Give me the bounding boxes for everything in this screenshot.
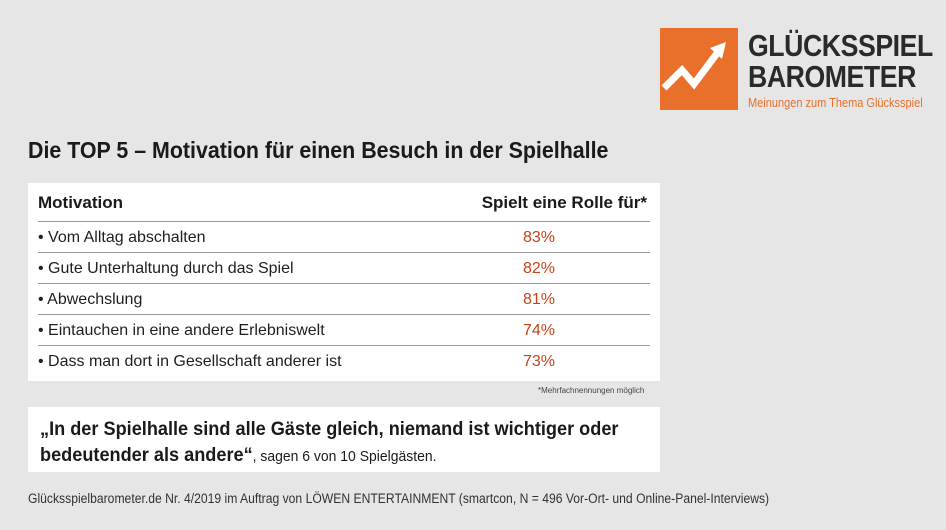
table-row: • Gute Unterhaltung durch das Spiel 82% [38, 252, 650, 284]
logo-wordmark-line1: GLÜCKSSPIEL [748, 28, 933, 63]
quote-line-1: „In der Spielhalle sind alle Gäste gleic… [40, 418, 619, 440]
column-header-role: Spielt eine Rolle für* [481, 193, 647, 212]
column-header-motivation: Motivation [38, 193, 123, 212]
quote-box: „In der Spielhalle sind alle Gäste gleic… [28, 407, 660, 472]
row-value: 81% [523, 291, 556, 308]
quote-emphasis: bedeutender als andere“ [40, 444, 253, 466]
quote-attribution: , sagen 6 von 10 Spielgästen. [252, 448, 437, 465]
table-row: • Eintauchen in eine andere Erlebniswelt… [38, 314, 650, 346]
row-value: 83% [523, 229, 556, 246]
row-label: • Vom Alltag abschalten [38, 229, 206, 246]
table-row: • Dass man dort in Gesellschaft anderer … [38, 345, 650, 377]
trend-arrow-icon [660, 28, 738, 110]
page-title: Die TOP 5 – Motivation für einen Besuch … [28, 137, 609, 163]
source-note: Glücksspielbarometer.de Nr. 4/2019 im Au… [28, 491, 770, 506]
row-value: 74% [523, 322, 556, 339]
row-label: • Eintauchen in eine andere Erlebniswelt [38, 322, 325, 339]
brand-logo: GLÜCKSSPIEL BAROMETER Meinungen zum Them… [660, 28, 933, 112]
logo-wordmark-line2: BAROMETER [748, 59, 916, 94]
table-row: • Vom Alltag abschalten 83% [38, 221, 650, 253]
footnote: *Mehrfachnennungen möglich [538, 386, 645, 395]
quote-line-2: bedeutender als andere“, sagen 6 von 10 … [40, 444, 436, 467]
logo-tagline: Meinungen zum Thema Glücksspiel [748, 96, 923, 110]
table-row: • Abwechslung 81% [38, 283, 650, 315]
row-label: • Dass man dort in Gesellschaft anderer … [38, 353, 342, 370]
motivation-table: Motivation Spielt eine Rolle für* • Vom … [28, 183, 660, 381]
row-label: • Abwechslung [38, 291, 143, 308]
row-value: 82% [523, 260, 556, 277]
row-label: • Gute Unterhaltung durch das Spiel [38, 260, 294, 277]
row-value: 73% [523, 353, 556, 370]
